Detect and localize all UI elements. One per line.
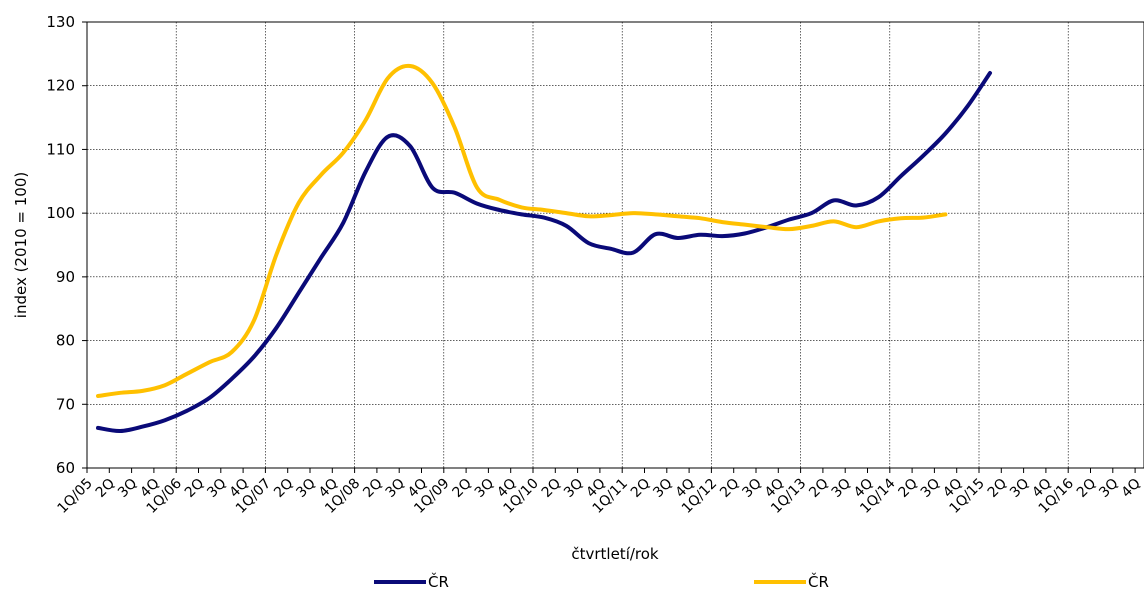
legend-label-2: ČR bbox=[808, 572, 829, 591]
x-tick-label: 2Q bbox=[182, 476, 207, 501]
y-tick-label: 70 bbox=[56, 395, 75, 413]
y-tick-label: 90 bbox=[56, 268, 75, 286]
x-axis-title: čtvrtletí/rok bbox=[571, 545, 659, 563]
x-tick-label: 1Q/05 bbox=[54, 476, 95, 517]
y-tick-label: 120 bbox=[46, 77, 75, 95]
x-tick-label: 3Q bbox=[650, 476, 675, 501]
legend-label-1: ČR bbox=[428, 572, 449, 591]
x-tick-label: 3Q bbox=[204, 476, 229, 501]
y-tick-label: 60 bbox=[56, 459, 75, 477]
x-tick-label: 3Q bbox=[1096, 476, 1121, 501]
x-tick-label: 3Q bbox=[739, 476, 764, 501]
x-tick-label: 2Q bbox=[360, 476, 385, 501]
x-tick-label: 2Q bbox=[450, 476, 475, 501]
series-line-1 bbox=[96, 71, 992, 434]
x-tick-label: 2Q bbox=[985, 476, 1010, 501]
legend: ČR ČR bbox=[374, 572, 829, 591]
y-axis-title: index (2010 = 100) bbox=[12, 172, 30, 318]
x-tick-label: 3Q bbox=[829, 476, 854, 501]
x-tick-label: 2Q bbox=[896, 476, 921, 501]
x-tick-label: 4Q bbox=[1119, 476, 1144, 501]
x-tick-label: 2Q bbox=[93, 476, 118, 501]
x-tick-label: 3Q bbox=[561, 476, 586, 501]
x-tick-label: 3Q bbox=[115, 476, 140, 501]
gridlines bbox=[87, 22, 1144, 468]
y-tick-label: 110 bbox=[46, 140, 75, 158]
x-tick-label: 3Q bbox=[293, 476, 318, 501]
plot-area-frame bbox=[86, 21, 1144, 469]
x-tick-labels: 1Q/052Q3Q4Q1Q/062Q3Q4Q1Q/072Q3Q4Q1Q/082Q… bbox=[54, 468, 1144, 517]
x-tick-label: 3Q bbox=[918, 476, 943, 501]
x-tick-label: 3Q bbox=[1007, 476, 1032, 501]
x-tick-label: 2Q bbox=[806, 476, 831, 501]
x-tick-label: 2Q bbox=[1074, 476, 1099, 501]
x-tick-label: 2Q bbox=[717, 476, 742, 501]
y-tick-label: 80 bbox=[56, 332, 75, 350]
series-lines bbox=[96, 63, 992, 434]
x-tick-label: 2Q bbox=[628, 476, 653, 501]
y-tick-label: 100 bbox=[46, 204, 75, 222]
y-tick-label: 130 bbox=[46, 13, 75, 31]
x-tick-label: 2Q bbox=[271, 476, 296, 501]
y-tick-labels: 60 70 80 90 100 110 120 130 bbox=[46, 13, 87, 477]
series-line-2 bbox=[96, 63, 948, 398]
x-tick-label: 3Q bbox=[472, 476, 497, 501]
x-tick-label: 2Q bbox=[539, 476, 564, 501]
x-tick-label: 3Q bbox=[383, 476, 408, 501]
